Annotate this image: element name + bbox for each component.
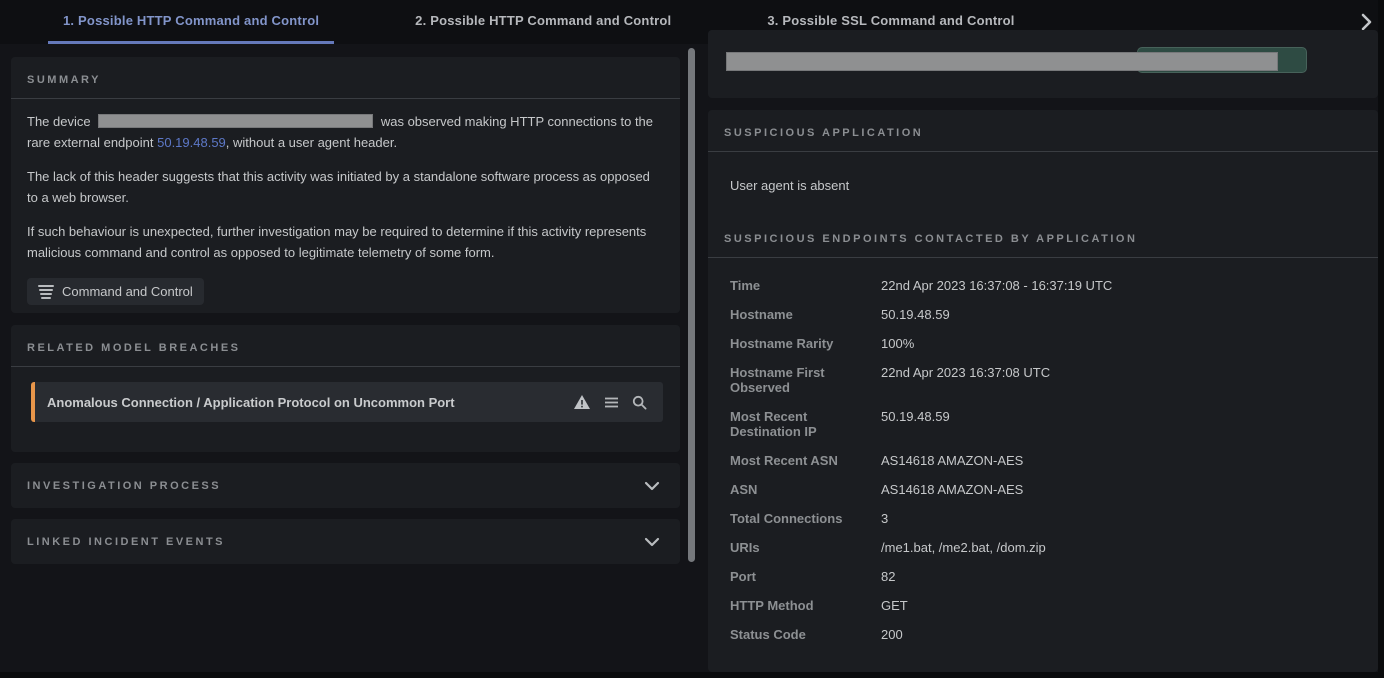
related-model-breaches-title: RELATED MODEL BREACHES <box>11 325 680 367</box>
linked-incident-events-card[interactable]: LINKED INCIDENT EVENTS <box>11 519 680 564</box>
redacted-device-name <box>98 114 374 128</box>
row-value: AS14618 AMAZON-AES <box>881 453 1024 468</box>
row-value: 82 <box>881 569 896 584</box>
suspicious-application-title: SUSPICIOUS APPLICATION <box>708 110 1378 152</box>
summary-paragraph-3: If such behaviour is unexpected, further… <box>27 224 647 260</box>
related-model-breaches-card: RELATED MODEL BREACHES Anomalous Connect… <box>11 325 680 452</box>
row-status-code: Status Code 200 <box>730 627 1362 642</box>
row-value: GET <box>881 598 908 613</box>
summary-p1-prefix: The device <box>27 114 91 129</box>
row-value: 200 <box>881 627 903 642</box>
row-key: Hostname Rarity <box>730 336 834 351</box>
row-value: 50.19.48.59 <box>881 307 950 322</box>
row-value: /me1.bat, /me2.bat, /dom.zip <box>881 540 1046 555</box>
row-total-connections: Total Connections 3 <box>730 511 1362 526</box>
row-http-method: HTTP Method GET <box>730 598 1362 613</box>
command-and-control-tag[interactable]: Command and Control <box>27 278 204 305</box>
tab-possible-http-cc-2[interactable]: 2. Possible HTTP Command and Control <box>415 13 672 28</box>
row-value: 50.19.48.59 <box>881 409 950 424</box>
linked-incident-events-title: LINKED INCIDENT EVENTS <box>27 535 226 548</box>
row-port: Port 82 <box>730 569 1362 584</box>
row-value: 100% <box>881 336 915 351</box>
model-breach-label: Anomalous Connection / Application Proto… <box>47 394 455 410</box>
breach-log-list-icon[interactable] <box>604 396 619 409</box>
bottom-frame-strip <box>0 672 1384 678</box>
left-panel-scrollbar[interactable] <box>688 48 695 562</box>
summary-title: SUMMARY <box>11 57 680 99</box>
row-key: Hostname First Observed <box>730 365 825 395</box>
chevron-down-icon[interactable] <box>644 537 660 547</box>
warning-triangle-icon[interactable] <box>573 394 591 410</box>
row-key: Most Recent Destination IP <box>730 409 817 439</box>
search-icon[interactable] <box>632 395 647 410</box>
row-key: URIs <box>730 540 760 555</box>
summary-p1-middle: was observed making HTTP connections to … <box>27 114 654 150</box>
row-value: 3 <box>881 511 889 526</box>
row-value: 22nd Apr 2023 16:37:08 - 16:37:19 UTC <box>881 278 1113 293</box>
model-breach-row[interactable]: Anomalous Connection / Application Proto… <box>31 382 663 422</box>
right-frame-strip <box>1378 0 1384 678</box>
row-value: AS14618 AMAZON-AES <box>881 482 1024 497</box>
row-key: HTTP Method <box>730 598 814 613</box>
row-hostname-first-observed: Hostname First Observed 22nd Apr 2023 16… <box>730 365 1362 395</box>
summary-p1-suffix: , without a user agent header. <box>225 135 398 150</box>
row-key: ASN <box>730 482 758 497</box>
tab-possible-ssl-cc-3[interactable]: 3. Possible SSL Command and Control <box>767 13 1015 28</box>
summary-paragraph-1: The device was observed making HTTP conn… <box>27 111 664 153</box>
row-asn: ASN AS14618 AMAZON-AES <box>730 482 1362 497</box>
redacted-device-bar <box>726 52 1278 71</box>
row-value: 22nd Apr 2023 16:37:08 UTC <box>881 365 1051 380</box>
tactic-stack-icon <box>38 284 54 299</box>
tab-bar: 1. Possible HTTP Command and Control 2. … <box>0 0 1384 44</box>
breach-actions <box>573 394 647 410</box>
device-header-card <box>708 30 1378 98</box>
chevron-right-icon[interactable] <box>1354 0 1378 44</box>
endpoint-ip-link[interactable]: 50.19.48.59 <box>157 135 226 150</box>
summary-card: SUMMARY The device was observed making H… <box>11 57 680 313</box>
investigation-process-card[interactable]: INVESTIGATION PROCESS <box>11 463 680 508</box>
row-key: Time <box>730 278 761 293</box>
row-uris: URIs /me1.bat, /me2.bat, /dom.zip <box>730 540 1362 555</box>
summary-paragraph-2: The lack of this header suggests that th… <box>27 169 650 205</box>
row-key: Total Connections <box>730 511 843 526</box>
row-hostname-rarity: Hostname Rarity 100% <box>730 336 1362 351</box>
row-hostname: Hostname 50.19.48.59 <box>730 307 1362 322</box>
suspicious-endpoints-title: SUSPICIOUS ENDPOINTS CONTACTED BY APPLIC… <box>708 233 1378 258</box>
tag-label: Command and Control <box>62 284 193 299</box>
chevron-down-icon[interactable] <box>644 481 660 491</box>
row-most-recent-destination-ip: Most Recent Destination IP 50.19.48.59 <box>730 409 1362 439</box>
row-most-recent-asn: Most Recent ASN AS14618 AMAZON-AES <box>730 453 1362 468</box>
row-key: Most Recent ASN <box>730 453 838 468</box>
suspicious-details-card: SUSPICIOUS APPLICATION User agent is abs… <box>708 110 1378 672</box>
endpoint-details-list: Time 22nd Apr 2023 16:37:08 - 16:37:19 U… <box>730 278 1362 642</box>
row-key: Status Code <box>730 627 806 642</box>
row-key: Port <box>730 569 756 584</box>
row-key: Hostname <box>730 307 793 322</box>
row-time: Time 22nd Apr 2023 16:37:08 - 16:37:19 U… <box>730 278 1362 293</box>
user-agent-note: User agent is absent <box>730 178 850 193</box>
investigation-process-title: INVESTIGATION PROCESS <box>27 479 222 492</box>
tab-possible-http-cc-1[interactable]: 1. Possible HTTP Command and Control <box>48 0 335 44</box>
